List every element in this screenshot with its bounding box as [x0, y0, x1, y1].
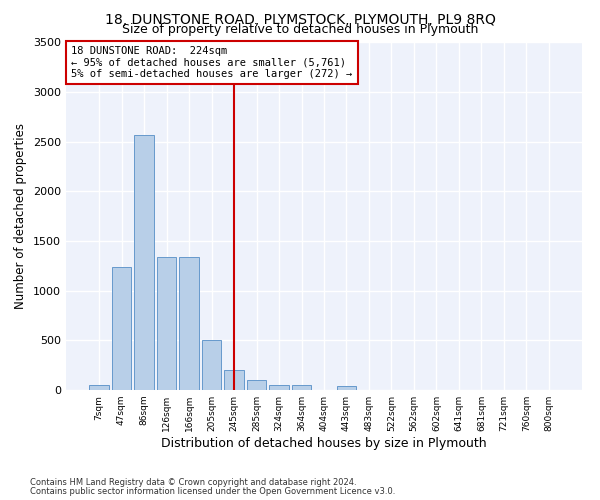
Bar [89, 385, 109, 390]
Text: 18, DUNSTONE ROAD, PLYMSTOCK, PLYMOUTH, PL9 8RQ: 18, DUNSTONE ROAD, PLYMSTOCK, PLYMOUTH, … [104, 12, 496, 26]
Bar [134, 135, 154, 390]
Bar [292, 385, 311, 390]
Text: 18 DUNSTONE ROAD:  224sqm
← 95% of detached houses are smaller (5,761)
5% of sem: 18 DUNSTONE ROAD: 224sqm ← 95% of detach… [71, 46, 352, 79]
Bar [269, 384, 289, 390]
Text: Size of property relative to detached houses in Plymouth: Size of property relative to detached ho… [122, 22, 478, 36]
Y-axis label: Number of detached properties: Number of detached properties [14, 123, 28, 309]
Bar [179, 257, 199, 390]
Text: Contains public sector information licensed under the Open Government Licence v3: Contains public sector information licen… [30, 486, 395, 496]
Bar [224, 370, 244, 390]
Text: Contains HM Land Registry data © Crown copyright and database right 2024.: Contains HM Land Registry data © Crown c… [30, 478, 356, 487]
Bar [202, 340, 221, 390]
Bar [112, 267, 131, 390]
Bar [247, 380, 266, 390]
Bar [337, 386, 356, 390]
X-axis label: Distribution of detached houses by size in Plymouth: Distribution of detached houses by size … [161, 437, 487, 450]
Bar [157, 257, 176, 390]
